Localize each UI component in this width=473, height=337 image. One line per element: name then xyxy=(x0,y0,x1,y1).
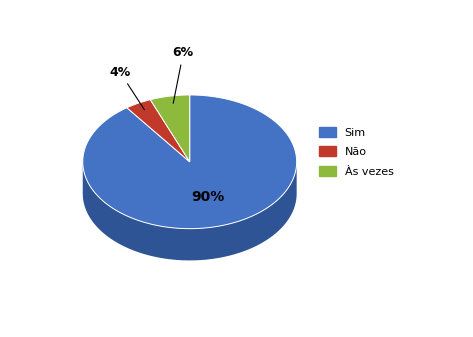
Text: 90%: 90% xyxy=(191,190,225,204)
Polygon shape xyxy=(83,162,297,261)
PathPatch shape xyxy=(150,95,190,162)
PathPatch shape xyxy=(83,95,297,229)
PathPatch shape xyxy=(127,100,190,162)
Legend: Sim, Não, Às vezes: Sim, Não, Às vezes xyxy=(315,122,398,181)
Text: 4%: 4% xyxy=(109,66,144,110)
Text: 6%: 6% xyxy=(173,47,194,103)
